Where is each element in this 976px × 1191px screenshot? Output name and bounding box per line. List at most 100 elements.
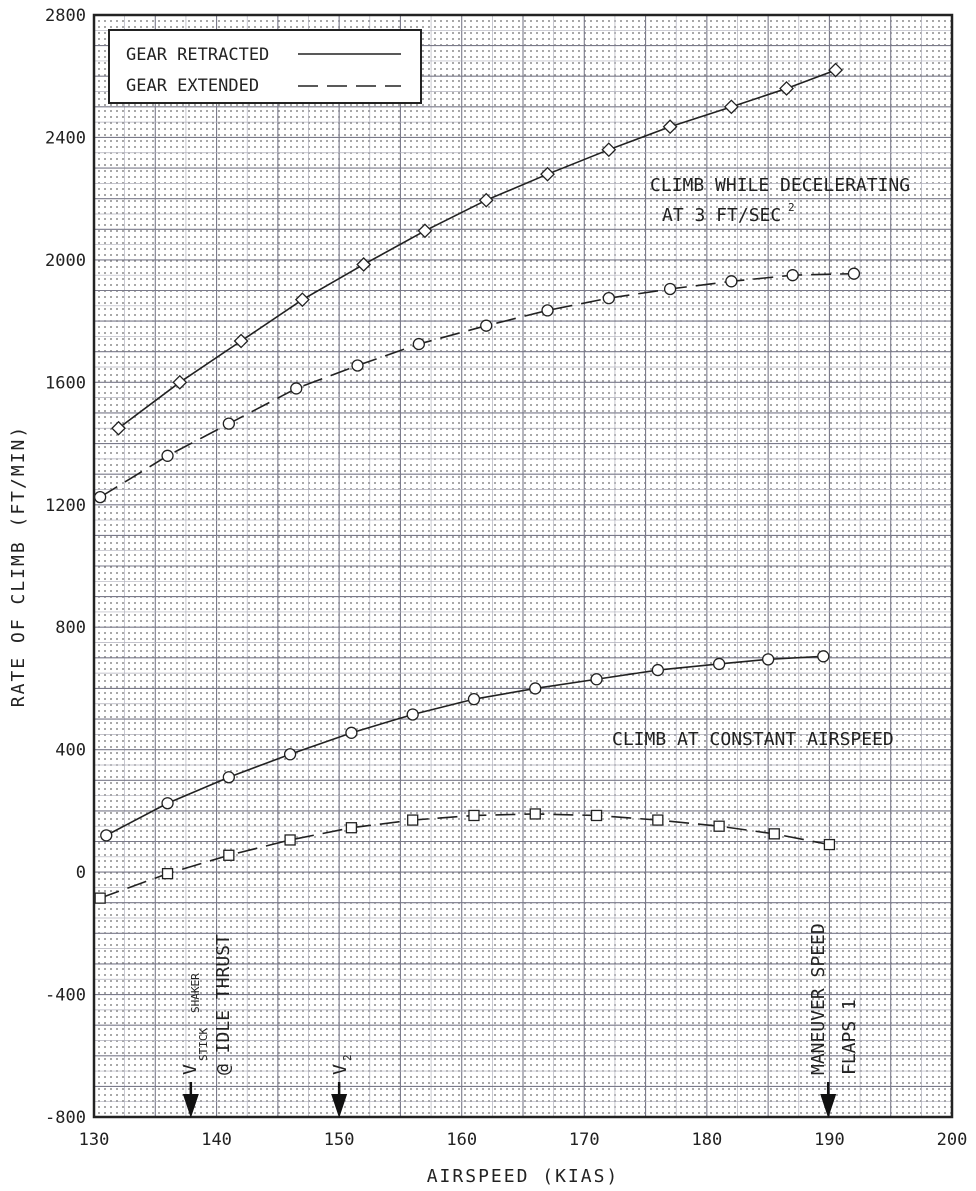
data-point-circle [602, 292, 615, 305]
v2-label: V 2 [330, 1054, 354, 1075]
data-point-circle [529, 682, 542, 695]
legend: GEAR RETRACTED GEAR EXTENDED [108, 29, 422, 104]
data-point-circle [590, 673, 603, 686]
v2-v: V [330, 1064, 351, 1075]
legend-label-extended: GEAR EXTENDED [126, 76, 259, 96]
y-tick-label: -800 [45, 1108, 86, 1128]
y-tick-labels: -800 -400 0 400 800 1200 1600 2000 2400 2800 [45, 6, 86, 1128]
data-point-square [468, 809, 480, 822]
data-point-square [529, 808, 541, 820]
y-tick-label: 400 [55, 741, 86, 761]
data-point-circle [761, 653, 775, 666]
data-point-circle [93, 490, 107, 504]
data-point-diamond [294, 292, 310, 308]
data-point-diamond [478, 192, 494, 208]
plot-frame [92, 13, 954, 1119]
data-point-diamond [233, 333, 249, 349]
data-point-square [161, 867, 174, 880]
data-point-circle [161, 449, 174, 462]
data-point-circle [283, 748, 297, 761]
data-point-diamond [779, 81, 794, 96]
y-tick-label: 1600 [45, 373, 86, 393]
y-tick-label: 800 [55, 618, 86, 638]
data-point-square [284, 834, 296, 846]
y-tick-label: 1200 [45, 496, 86, 516]
y-tick-label: 2400 [45, 128, 86, 148]
data-point-square [407, 814, 419, 826]
data-point-circle [712, 657, 726, 671]
arrow-head [331, 1094, 348, 1118]
data-point-circle [817, 650, 830, 663]
data-point-circle [290, 382, 303, 395]
vstick-sub-stick: STICK [197, 1028, 210, 1061]
x-tick-label: 200 [937, 1130, 968, 1150]
annotation-decel-line1: CLIMB WHILE DECELERATING [650, 175, 910, 196]
x-tick-label: 140 [201, 1130, 232, 1150]
series-2 [93, 267, 861, 504]
x-tick-label: 130 [79, 1130, 110, 1150]
data-point-square [823, 838, 836, 851]
y-tick-label: 0 [76, 863, 86, 883]
data-point-diamond [111, 420, 126, 436]
data-point-circle [222, 771, 235, 784]
data-point-circle [222, 417, 235, 430]
data-point-square [94, 892, 106, 904]
annotation-decel-line2: AT 3 FT/SEC [662, 205, 781, 226]
data-point-circle [161, 797, 174, 810]
annotation-constant-airspeed: CLIMB AT CONSTANT AIRSPEED [612, 729, 894, 750]
data-point-circle [406, 708, 419, 721]
data-point-square [345, 822, 358, 834]
vstick-sub-shaker: SHAKER [189, 973, 202, 1013]
data-point-diamond [172, 374, 188, 390]
x-tick-label: 160 [446, 1130, 477, 1150]
legend-label-retracted: GEAR RETRACTED [126, 45, 269, 65]
legend-box [108, 29, 422, 104]
data-point-diamond [601, 142, 617, 158]
data-point-diamond [417, 223, 433, 239]
x-tick-label: 170 [569, 1130, 600, 1150]
data-point-circle [786, 269, 799, 282]
data-point-diamond [828, 62, 843, 78]
data-point-circle [541, 304, 554, 317]
x-tick-label: 190 [814, 1130, 845, 1150]
data-point-diamond [723, 99, 739, 115]
data-point-circle [351, 359, 364, 372]
data-point-diamond [540, 166, 555, 182]
maneuver-speed-label: MANEUVER SPEED [808, 923, 829, 1075]
data-point-diamond [662, 119, 678, 135]
data-point-square [768, 828, 780, 840]
series-4 [94, 808, 836, 904]
data-point-square [590, 809, 603, 822]
data-point-circle [651, 663, 664, 677]
x-tick-label: 150 [324, 1130, 355, 1150]
data-point-square [652, 814, 664, 826]
data-point-circle [847, 267, 861, 280]
series-layer [93, 62, 861, 904]
series-1 [111, 62, 843, 436]
y-tick-label: -400 [45, 986, 86, 1006]
idle-thrust-label: @ IDLE THRUST [213, 934, 234, 1075]
series-3 [100, 650, 830, 842]
speed-arrows [182, 1082, 837, 1118]
data-point-diamond [356, 257, 372, 272]
data-point-circle [725, 275, 738, 288]
x-axis-title: AIRSPEED (KIAS) [427, 1166, 620, 1187]
x-tick-label: 180 [691, 1130, 722, 1150]
x-tick-labels: 130 140 150 160 170 180 190 200 [79, 1130, 968, 1150]
data-point-circle [345, 726, 358, 739]
data-point-circle [467, 693, 481, 706]
data-point-square [223, 849, 235, 861]
data-point-circle [412, 337, 425, 351]
data-point-circle [100, 829, 113, 842]
data-point-square [713, 820, 725, 832]
flaps-label: FLAPS 1 [839, 999, 860, 1075]
arrow-head [820, 1094, 837, 1118]
data-point-circle [480, 319, 493, 332]
data-point-circle [663, 282, 677, 296]
y-tick-label: 2000 [45, 251, 86, 271]
y-tick-label: 2800 [45, 6, 86, 26]
v2-sub: 2 [341, 1054, 354, 1061]
vstick-v: V [180, 1064, 201, 1075]
vstick-label: V STICK SHAKER [180, 973, 210, 1075]
